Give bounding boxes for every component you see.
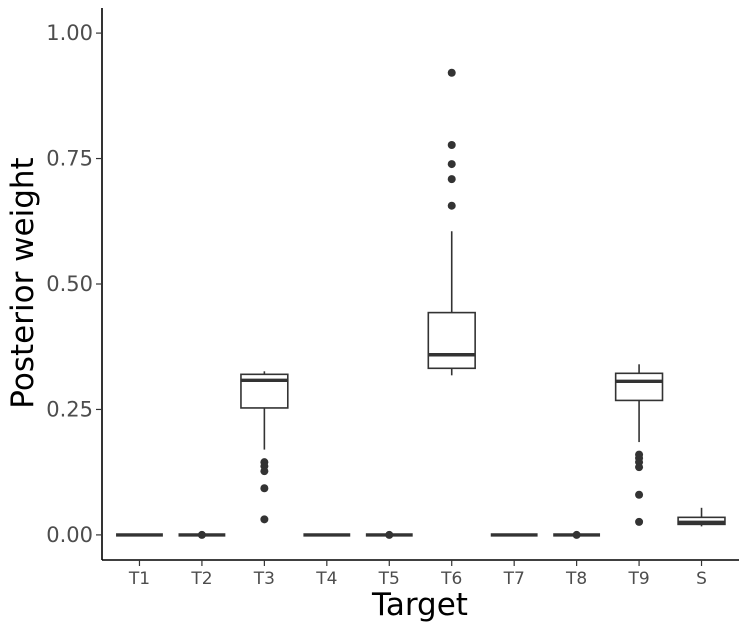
x-tick-label: T9: [627, 569, 649, 589]
x-tick-label: T1: [128, 569, 150, 589]
box-t6: [427, 68, 476, 376]
y-tick-label: 0.75: [46, 147, 93, 171]
outlier-point: [260, 467, 269, 476]
outlier-point: [260, 484, 269, 493]
outlier-point: [447, 201, 456, 210]
y-tick-label: 1.00: [46, 21, 93, 45]
box-t2: [178, 530, 226, 539]
y-tick-label: 0.50: [46, 272, 93, 296]
x-tick-label: T6: [440, 569, 462, 589]
outlier-point: [260, 515, 269, 524]
x-tick-label: T2: [190, 569, 212, 589]
x-tick-label: T7: [503, 569, 525, 589]
outlier-point: [447, 175, 456, 184]
y-tick-label: 0.00: [46, 523, 93, 547]
x-tick-label: S: [696, 569, 707, 589]
box-body: [614, 372, 664, 402]
plot-marks: [116, 68, 726, 539]
box-t3: [240, 371, 289, 524]
outlier-point: [447, 68, 456, 77]
outlier-point: [635, 490, 644, 499]
outlier-point: [635, 463, 644, 472]
outlier-point: [572, 530, 581, 539]
box-t9: [614, 364, 664, 526]
outlier-point: [385, 530, 394, 539]
outlier-point: [447, 140, 456, 149]
box-body: [427, 311, 476, 370]
y-axis-title: Posterior weight: [5, 157, 41, 408]
x-tick-label: T8: [565, 569, 587, 589]
y-tick-label: 0.25: [46, 397, 93, 421]
box-t5: [365, 530, 413, 539]
x-axis-ticks: T1 T2 T3 T4 T5 T6 T7 T8 T9 S: [128, 560, 707, 589]
outlier-point: [635, 517, 644, 526]
outlier-point: [197, 530, 206, 539]
box-t8: [553, 530, 601, 539]
x-tick-label: T4: [315, 569, 337, 589]
x-axis-title: Target: [371, 587, 468, 623]
y-axis-ticks: 0.00 0.25 0.50 0.75 1.00: [46, 21, 102, 547]
x-tick-label: T5: [378, 569, 400, 589]
box-s: [677, 507, 726, 527]
outlier-point: [447, 160, 456, 169]
x-tick-label: T3: [253, 569, 275, 589]
